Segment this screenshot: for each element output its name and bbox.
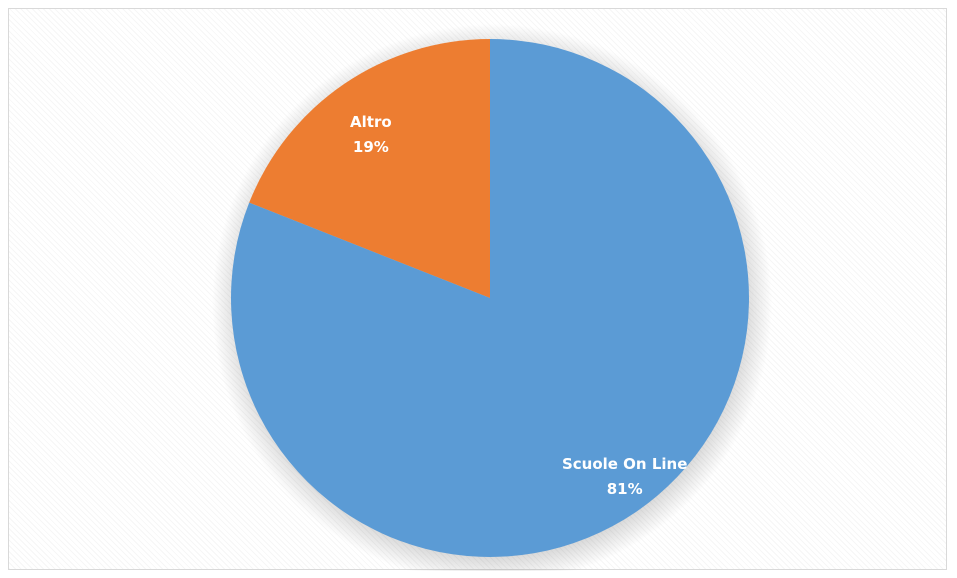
slice-percent-label: 81%: [607, 480, 643, 498]
slice-percent-label: 19%: [353, 138, 389, 156]
pie-chart: Altro 19% Scuole On Line 81%: [212, 24, 772, 571]
pie-slice-scuole-on-line: [230, 39, 749, 557]
slice-category-label: Altro: [350, 113, 392, 131]
slice-category-label: Scuole On Line: [562, 455, 687, 473]
chart-area: Altro 19% Scuole On Line 81%: [8, 8, 947, 571]
pie-slice-altro: [249, 39, 490, 298]
